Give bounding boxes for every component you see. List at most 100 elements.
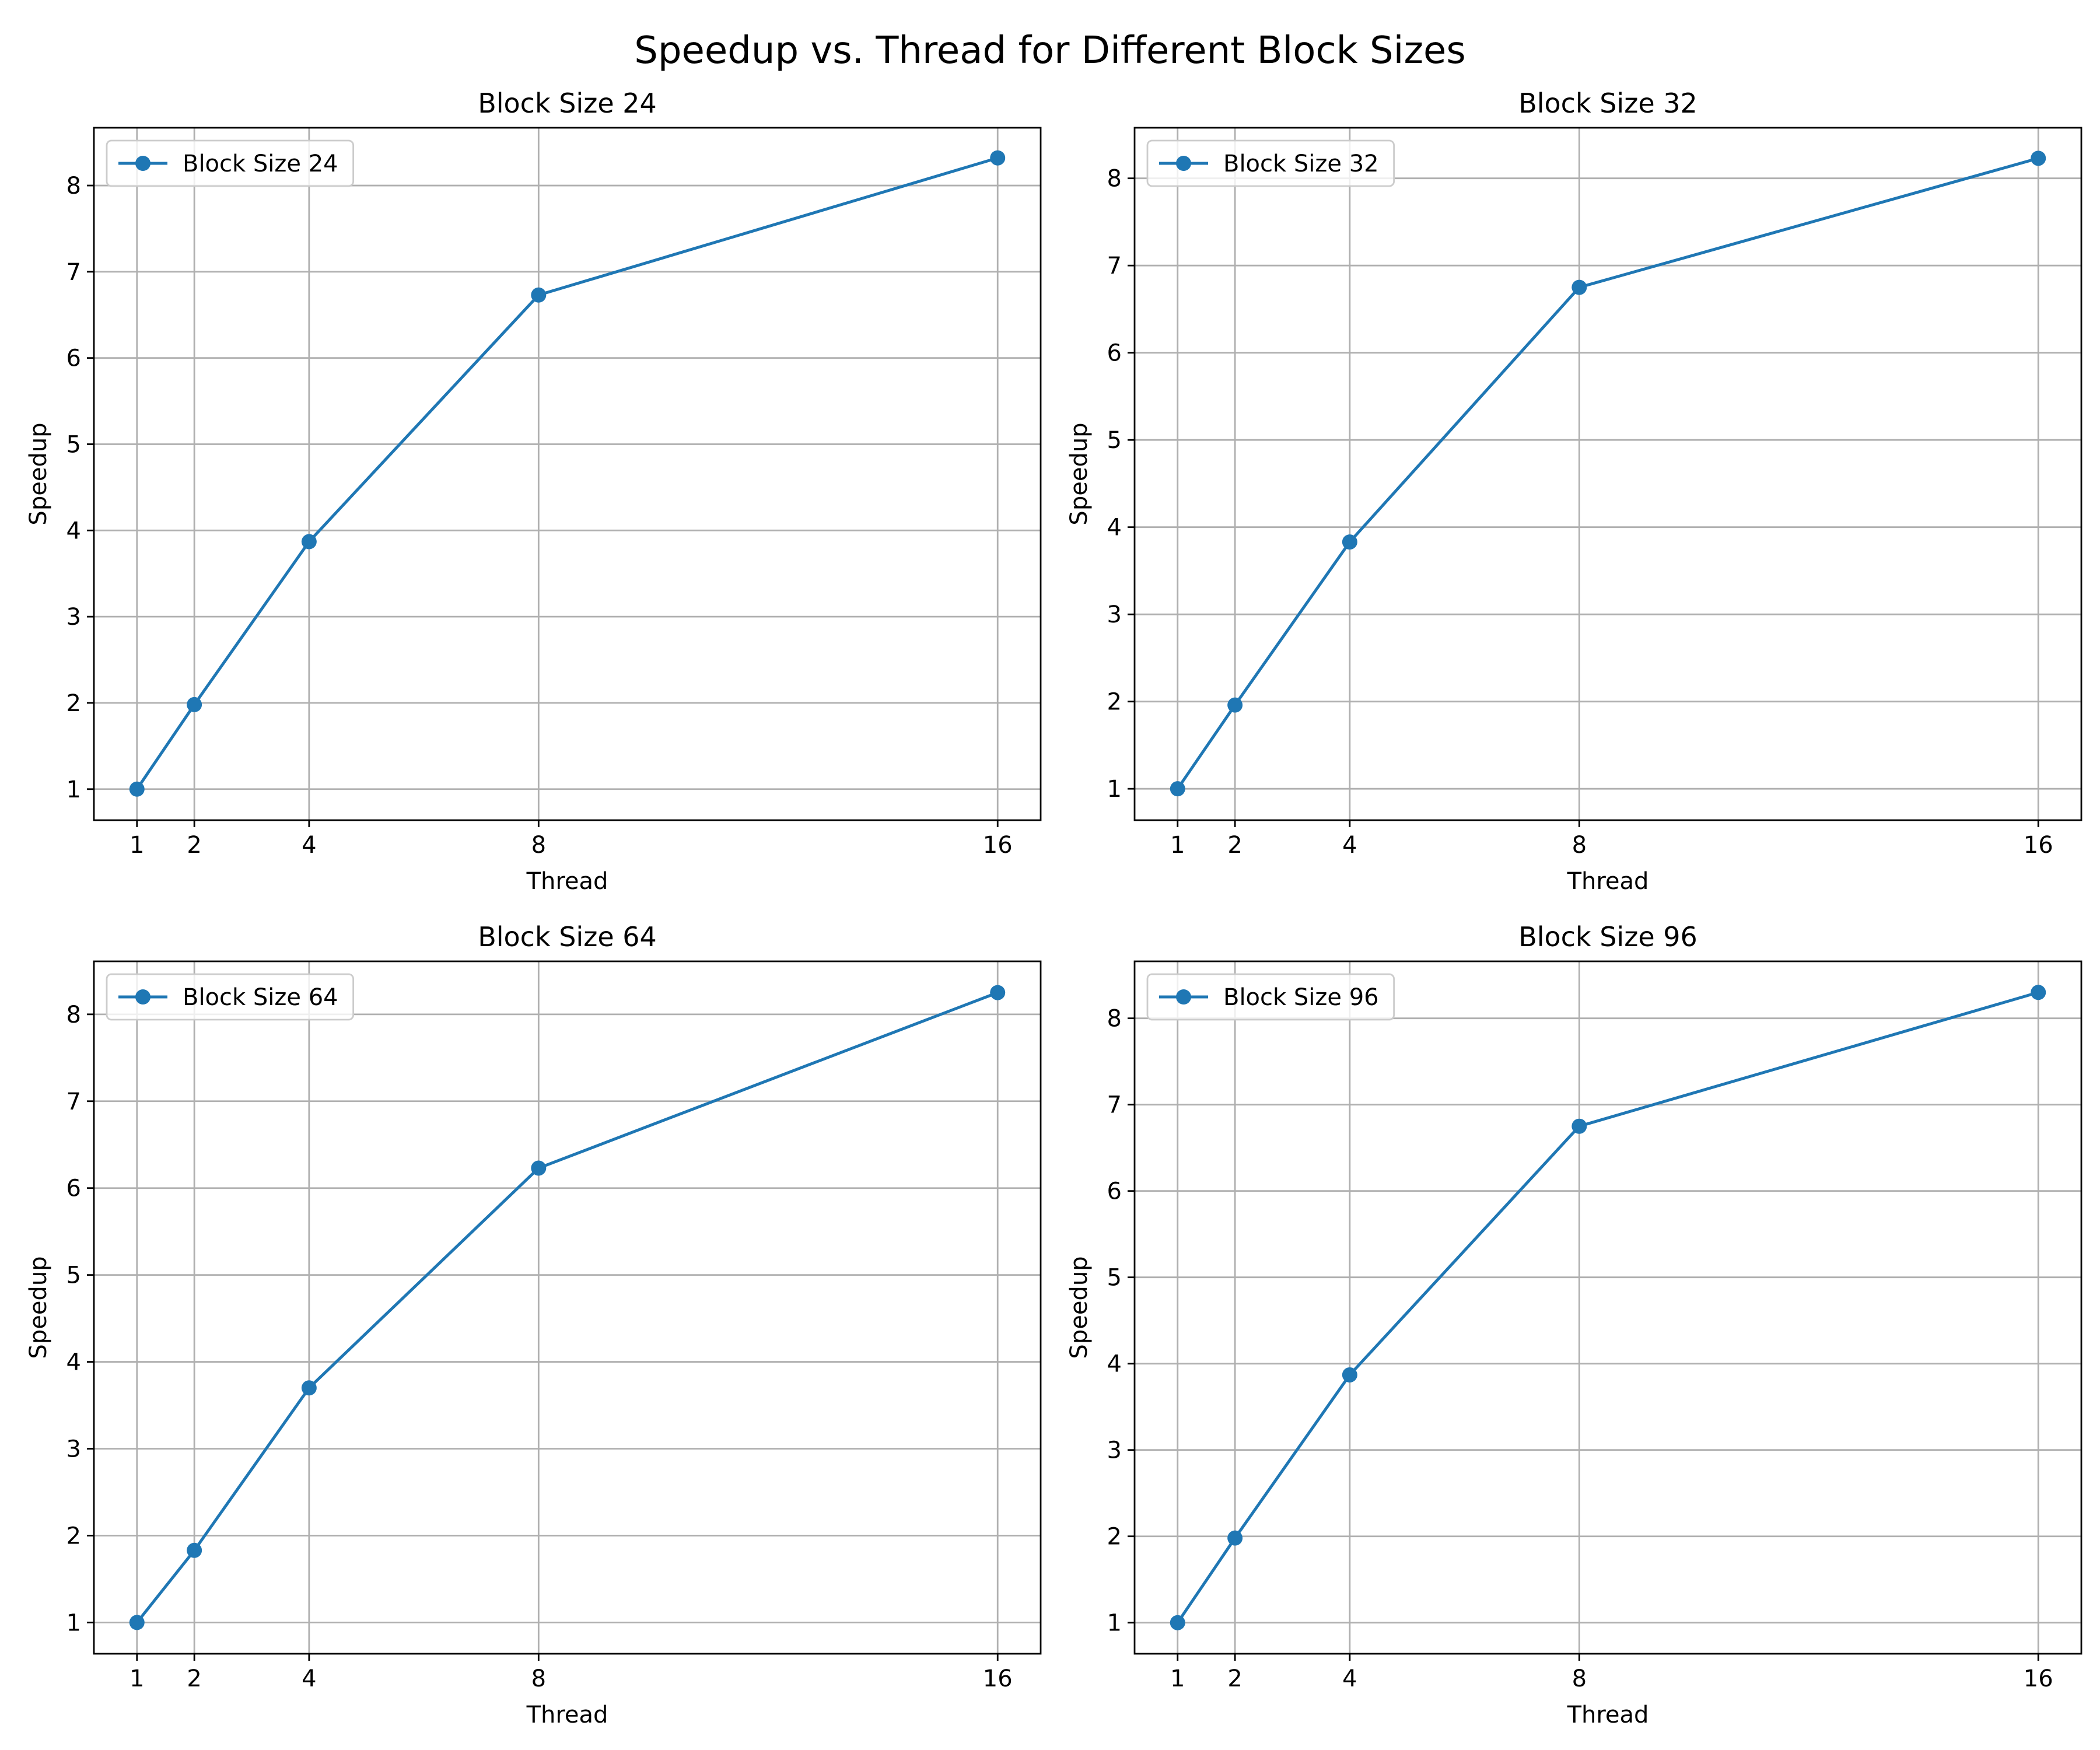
legend-frame [106, 973, 355, 1021]
y-tick-label: 1 [1107, 1610, 1122, 1637]
x-tick-label: 2 [1227, 1665, 1242, 1692]
data-point [301, 534, 317, 550]
y-tick-label: 4 [1107, 514, 1122, 541]
y-tick-label: 4 [1107, 1351, 1122, 1378]
legend: Block Size 32 [1146, 139, 1395, 187]
y-tick-label: 2 [1107, 1524, 1122, 1550]
data-point [531, 287, 547, 303]
legend-label: Block Size 24 [183, 150, 338, 177]
legend-marker [1176, 989, 1191, 1005]
x-tick-label: 16 [983, 1665, 1013, 1692]
y-tick-label: 5 [66, 432, 81, 459]
subplot-title: Block Size 96 [1518, 921, 1698, 953]
legend-frame [106, 139, 355, 187]
y-tick-label: 6 [66, 1175, 81, 1202]
y-tick-label: 7 [1107, 1092, 1122, 1119]
y-axis-label: Speedup [25, 1256, 52, 1359]
data-point [129, 1615, 145, 1630]
data-point [2031, 150, 2046, 166]
y-tick-label: 2 [1107, 689, 1122, 716]
data-point [1572, 279, 1587, 295]
data-point [990, 150, 1006, 166]
legend: Block Size 96 [1146, 973, 1395, 1021]
legend-marker [135, 989, 150, 1005]
x-tick-label: 8 [531, 832, 546, 859]
x-tick-label: 2 [187, 832, 201, 859]
y-tick-label: 5 [66, 1262, 81, 1289]
y-axis-label: Speedup [1066, 1256, 1093, 1359]
x-tick-label: 1 [130, 1665, 144, 1692]
y-tick-label: 5 [1107, 1265, 1122, 1292]
subplot-block-size-96: 1 2 4 8 16 1 2 3 4 5 6 7 8 Block Size 96 Thread Speedup… [1066, 921, 2082, 1728]
y-tick-label: 2 [66, 690, 81, 717]
y-tick-label: 1 [66, 1609, 81, 1636]
y-tick-label: 8 [1107, 1006, 1122, 1032]
y-tick-label: 4 [66, 1349, 81, 1376]
axes-frame [93, 960, 1042, 1655]
data-point [1170, 1615, 1185, 1630]
legend-label: Block Size 32 [1223, 150, 1379, 177]
x-tick-label: 16 [983, 832, 1013, 859]
y-tick-label: 1 [1107, 776, 1122, 803]
axes-frame [93, 127, 1042, 821]
axes-frame [1133, 127, 2082, 821]
x-tick-label: 4 [1342, 832, 1357, 859]
y-tick-label: 4 [66, 517, 81, 544]
x-axis-label: Thread [1567, 1702, 1649, 1728]
data-point [1227, 697, 1243, 713]
data-point [301, 1380, 317, 1396]
x-tick-label: 1 [1170, 832, 1185, 859]
y-tick-label: 3 [66, 1436, 81, 1463]
data-point [1572, 1118, 1587, 1134]
legend-label: Block Size 64 [183, 984, 338, 1011]
y-tick-label: 3 [66, 604, 81, 631]
x-tick-label: 8 [1572, 1665, 1587, 1692]
subplot-block-size-64: 1 2 4 8 16 1 2 3 4 5 6 7 8 Block Size 64 Thread Speedup… [25, 921, 1042, 1728]
x-tick-label: 16 [2024, 832, 2053, 859]
subplot-block-size-24: 1 2 4 8 16 1 2 3 4 5 6 7 8 Block Size 24 Thread Speedup… [25, 88, 1042, 895]
x-tick-label: 1 [130, 832, 144, 859]
y-tick-label: 3 [1107, 1437, 1122, 1464]
legend-frame [1146, 139, 1395, 187]
series-line [1176, 991, 2039, 1624]
legend-marker [1176, 156, 1191, 171]
data-point [1227, 1530, 1243, 1546]
y-tick-label: 8 [1107, 166, 1122, 192]
series-line [135, 156, 998, 790]
subplot-title: Block Size 64 [478, 921, 657, 953]
subplot-block-size-32: 1 2 4 8 16 1 2 3 4 5 6 7 8 Block Size 32 Thread Speedup… [1066, 88, 2082, 895]
y-tick-label: 6 [66, 345, 81, 372]
y-tick-label: 5 [1107, 427, 1122, 454]
y-tick-label: 7 [66, 1088, 81, 1115]
y-tick-label: 1 [66, 776, 81, 803]
legend-marker [135, 156, 150, 171]
subplot-title: Block Size 32 [1518, 88, 1698, 119]
data-point [1170, 781, 1185, 797]
data-point [187, 1542, 202, 1558]
legend-label: Block Size 96 [1223, 984, 1379, 1011]
x-tick-label: 2 [1227, 832, 1242, 859]
x-tick-label: 8 [1572, 832, 1587, 859]
legend: Block Size 64 [106, 973, 355, 1021]
legend: Block Size 24 [106, 139, 355, 187]
data-point [1342, 534, 1357, 550]
y-tick-label: 7 [1107, 253, 1122, 279]
y-axis-label: Speedup [1066, 422, 1093, 525]
data-point [990, 985, 1006, 1000]
x-tick-label: 4 [302, 832, 316, 859]
y-tick-label: 3 [1107, 601, 1122, 628]
legend-frame [1146, 973, 1395, 1021]
series-line [135, 991, 999, 1623]
x-axis-label: Thread [526, 868, 608, 895]
y-tick-label: 8 [66, 1002, 81, 1028]
subplot-title: Block Size 24 [478, 88, 657, 119]
y-tick-label: 8 [66, 173, 81, 200]
y-tick-label: 7 [66, 259, 81, 286]
axes-frame [1133, 960, 2082, 1655]
y-tick-label: 6 [1107, 1178, 1122, 1205]
series-line [1176, 156, 2039, 790]
x-tick-label: 4 [1342, 1665, 1357, 1692]
y-tick-label: 2 [66, 1522, 81, 1549]
x-tick-label: 8 [531, 1665, 546, 1692]
